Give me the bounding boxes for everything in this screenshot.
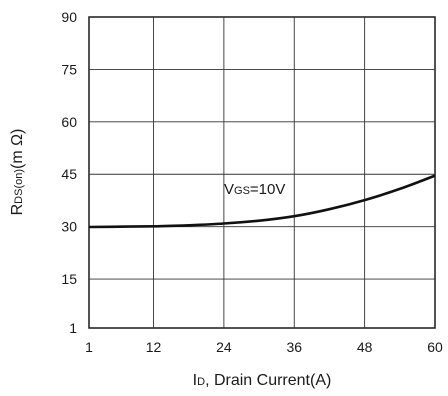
- vgs-annotation: VGS=10V: [224, 181, 285, 198]
- y-tick-label: 30: [61, 219, 77, 235]
- y-tick-label: 75: [61, 61, 77, 77]
- y-tick-label: 90: [61, 9, 77, 25]
- x-tick-labels: 1 12 24 36 48 60: [85, 339, 443, 355]
- y-tick-labels: 1 15 30 45 60 75 90: [61, 9, 77, 336]
- x-tick-label: 60: [427, 339, 443, 355]
- y-tick-label: 60: [61, 114, 77, 130]
- x-tick-label: 12: [146, 339, 162, 355]
- x-axis-label: ID, Drain Current(A): [193, 372, 332, 389]
- x-tick-label: 36: [286, 339, 302, 355]
- y-tick-label: 1: [69, 320, 77, 336]
- y-tick-label: 15: [61, 271, 77, 287]
- y-tick-label: 45: [61, 166, 77, 182]
- plot-frame: [88, 16, 436, 329]
- x-tick-label: 24: [216, 339, 232, 355]
- x-tick-label: 48: [357, 339, 373, 355]
- series-line-vgs-10v: [88, 174, 436, 229]
- grid-lines: [89, 17, 435, 328]
- x-tick-label: 1: [85, 339, 93, 355]
- y-axis-label: RDS(on)(m Ω): [9, 129, 26, 216]
